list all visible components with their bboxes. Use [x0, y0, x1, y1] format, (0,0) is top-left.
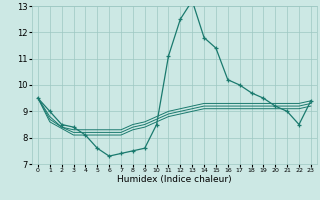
X-axis label: Humidex (Indice chaleur): Humidex (Indice chaleur) [117, 175, 232, 184]
